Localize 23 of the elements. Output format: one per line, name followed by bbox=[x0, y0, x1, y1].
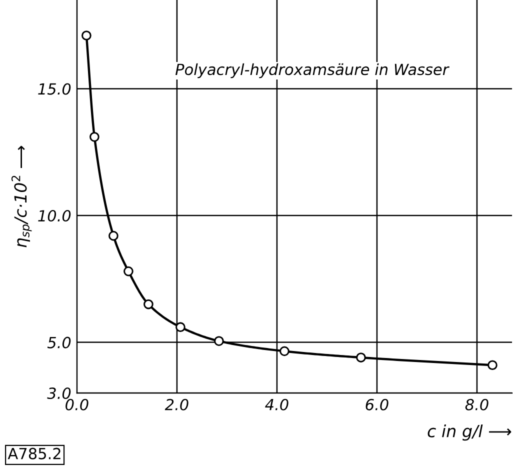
point bbox=[280, 346, 290, 356]
point bbox=[82, 30, 92, 40]
y-tick-label: 5.0 bbox=[47, 336, 71, 348]
text: Polyacryl-hydroxamsäure in Wasser bbox=[175, 63, 450, 78]
point bbox=[214, 336, 224, 346]
x-tick-label: 2.0 bbox=[164, 398, 188, 410]
point bbox=[356, 352, 366, 362]
x-tick-label: 0.0 bbox=[66, 398, 88, 410]
point bbox=[90, 132, 100, 142]
x-axis-title: c in g/l ⟶ bbox=[428, 424, 512, 441]
x-tick-label: 8.0 bbox=[465, 398, 488, 410]
point bbox=[176, 322, 186, 332]
point bbox=[488, 360, 498, 370]
x-tick-label: 6.0 bbox=[366, 398, 388, 410]
point bbox=[124, 266, 134, 276]
y-tick-label: 10.0 bbox=[38, 210, 71, 222]
x-tick-label: 4.0 bbox=[265, 398, 288, 410]
point bbox=[144, 299, 154, 310]
y-tick-label: 3.0 bbox=[47, 387, 71, 400]
y-axis-title: η$_{sp}$/c·10$^{2}$ ⟶ bbox=[11, 146, 32, 248]
y-tick-label: 15.0 bbox=[38, 83, 71, 95]
text: A785.2 bbox=[8, 448, 60, 460]
point bbox=[108, 230, 118, 241]
